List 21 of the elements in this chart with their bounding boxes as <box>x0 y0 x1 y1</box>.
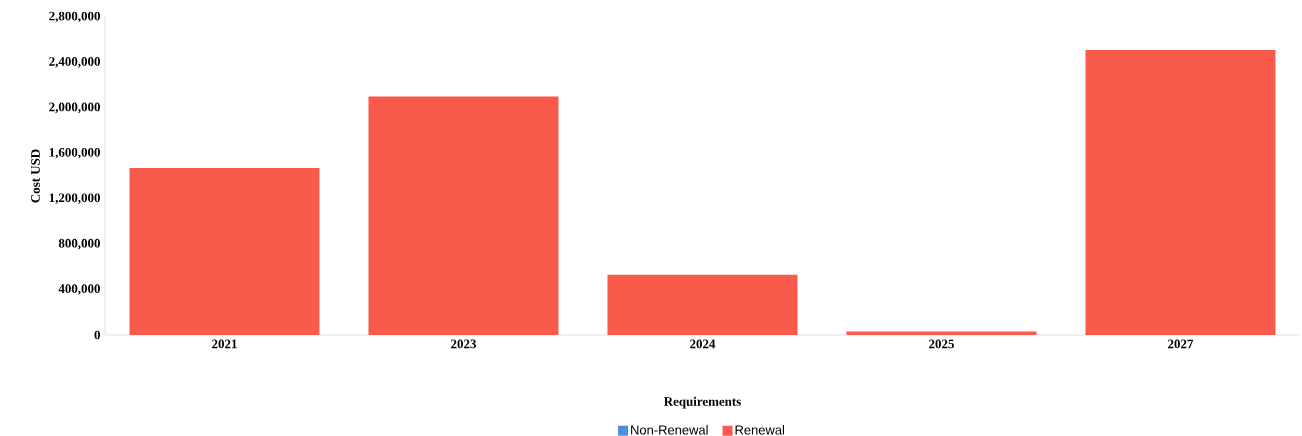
x-tick-label: 2023 <box>451 339 476 349</box>
y-axis-title: Cost USD <box>31 149 40 203</box>
x-tick-label: 2025 <box>929 339 954 349</box>
y-tick-label: 2,800,000 <box>49 11 100 23</box>
bar <box>368 96 559 335</box>
y-tick-label: 1,600,000 <box>49 147 100 159</box>
y-tick-label: 400,000 <box>58 284 100 295</box>
legend-label: Non-Renewal <box>631 425 708 435</box>
x-tick-label: 2021 <box>212 339 237 349</box>
bar <box>129 168 320 335</box>
bar <box>1085 49 1276 335</box>
x-tick-label: 2024 <box>690 339 716 349</box>
y-tick-label: 2,400,000 <box>49 57 100 68</box>
y-tick-label: 800,000 <box>58 238 100 250</box>
x-axis-title: Requirements <box>663 396 741 409</box>
bar <box>607 274 798 335</box>
legend-label: Renewal <box>735 425 785 435</box>
y-tick-label: 1,200,000 <box>49 193 100 205</box>
y-tick-label: 0 <box>94 330 100 340</box>
y-tick-label: 2,000,000 <box>49 102 100 114</box>
x-tick-label: 2027 <box>1168 339 1194 349</box>
